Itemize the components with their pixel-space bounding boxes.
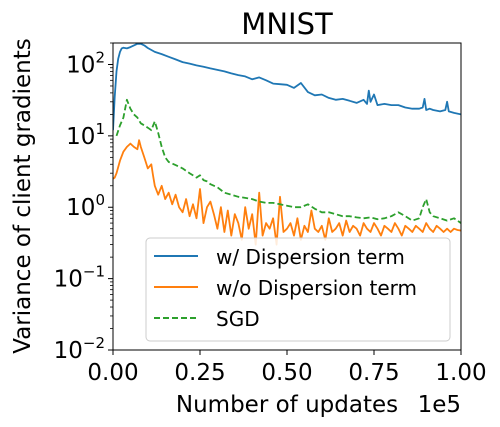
- x-tick-label: 0.50: [261, 360, 312, 386]
- y-axis-ticks: 10−2 10−1 100 101 102: [54, 42, 113, 364]
- legend-label-2: w/o Dispersion term: [216, 276, 417, 300]
- legend: w/ Dispersion term w/o Dispersion term S…: [145, 237, 451, 342]
- y-axis-label: Variance of client gradients: [10, 38, 36, 354]
- x-tick-label: 0.75: [348, 360, 399, 386]
- x-axis-ticks: 0.00 0.25 0.50 0.75 1.00: [87, 350, 487, 386]
- y-tick-label: 10−1: [54, 263, 105, 293]
- series-line-3: [115, 98, 461, 224]
- x-axis-label: Number of updates: [176, 392, 398, 418]
- x-tick-label: 1.00: [435, 360, 486, 386]
- series-line-2: [113, 139, 461, 246]
- legend-box: [145, 237, 451, 342]
- legend-label-1: w/ Dispersion term: [216, 245, 405, 269]
- y-tick-label: 101: [66, 120, 105, 150]
- x-tick-label: 0.00: [87, 360, 138, 386]
- legend-label-3: SGD: [216, 307, 260, 331]
- y-tick-label: 100: [66, 191, 105, 221]
- x-tick-label: 0.25: [174, 360, 225, 386]
- series-layer: [113, 43, 461, 246]
- series-line-1: [113, 43, 461, 131]
- y-tick-label: 102: [66, 48, 105, 78]
- x-axis-offset-text: 1e5: [418, 392, 461, 418]
- y-tick-label: 10−2: [54, 334, 105, 364]
- chart-title: MNIST: [241, 7, 333, 41]
